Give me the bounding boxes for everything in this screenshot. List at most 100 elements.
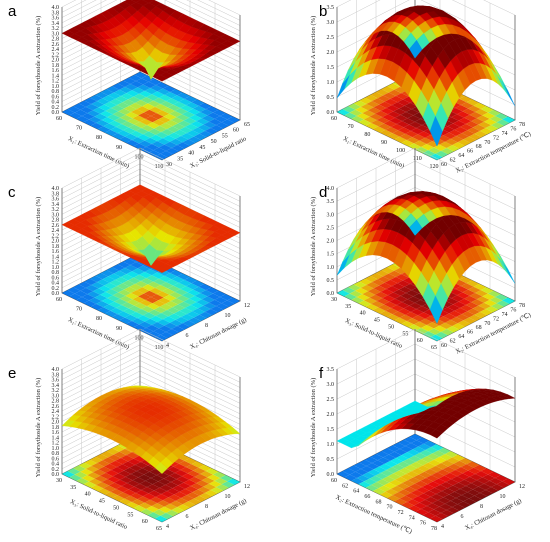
x-tick-label: 70 bbox=[76, 307, 82, 313]
z-tick-label: 3.2 bbox=[52, 26, 60, 32]
x-tick-label: 110 bbox=[155, 164, 164, 170]
y-tick-label: 12 bbox=[519, 484, 525, 490]
y-tick-label: 4 bbox=[441, 524, 444, 530]
z-tick-label: 2.0 bbox=[327, 50, 335, 56]
z-tick-label: 3.0 bbox=[52, 212, 60, 218]
z-tick-label: 2.2 bbox=[52, 233, 60, 239]
x-tick-label: 100 bbox=[396, 148, 405, 154]
x-tick-label: 80 bbox=[96, 316, 102, 322]
y-tick-label: 12 bbox=[244, 303, 250, 309]
z-tick-label: 3.2 bbox=[52, 388, 60, 394]
z-tick-label: 3.0 bbox=[52, 31, 60, 37]
y-tick-label: 76 bbox=[510, 126, 516, 132]
z-tick-label: 1.4 bbox=[52, 254, 60, 260]
z-tick-label: 3.0 bbox=[327, 212, 335, 218]
y-tick-label: 12 bbox=[244, 484, 250, 490]
z-tick-label: 0.0 bbox=[327, 110, 335, 116]
y-tick-label: 6 bbox=[186, 333, 189, 339]
response-surface bbox=[61, 385, 241, 474]
z-tick-label: 0.8 bbox=[52, 270, 60, 276]
z-tick-label: 1.2 bbox=[52, 441, 60, 447]
y-tick-label: 8 bbox=[205, 323, 208, 329]
x-tick-label: 80 bbox=[364, 132, 370, 138]
y-tick-label: 70 bbox=[484, 321, 490, 327]
y-tick-label: 8 bbox=[205, 504, 208, 510]
z-tick-label: 3.0 bbox=[327, 20, 335, 26]
z-tick-label: 0.5 bbox=[327, 95, 335, 101]
x-tick-label: 60 bbox=[56, 297, 62, 303]
x-tick-label: 30 bbox=[56, 478, 62, 484]
z-tick-label: 1.5 bbox=[327, 252, 335, 258]
z-tick-label: 1.0 bbox=[52, 446, 60, 452]
z-tick-label: 4.0 bbox=[52, 5, 60, 11]
y-tick-label: 72 bbox=[493, 316, 499, 322]
x-tick-label: 72 bbox=[398, 510, 404, 516]
x-tick-label: 40 bbox=[360, 311, 366, 317]
tick-labels: 0.00.20.40.60.81.01.21.41.61.82.02.22.42… bbox=[52, 186, 251, 351]
y-tick-label: 68 bbox=[476, 325, 482, 331]
z-tick-label: 3.4 bbox=[52, 21, 60, 27]
z-tick-label: 0.6 bbox=[52, 456, 60, 462]
z-tick-label: 1.5 bbox=[327, 427, 335, 433]
z-axis-label: Yield of forsythoside A extraction (%) bbox=[310, 197, 317, 296]
y-tick-label: 62 bbox=[450, 339, 456, 345]
y-tick-label: 10 bbox=[225, 494, 231, 500]
z-tick-label: 0.4 bbox=[52, 281, 60, 287]
floor-contour bbox=[62, 72, 240, 160]
z-tick-label: 0.0 bbox=[52, 110, 60, 116]
y-tick-label: 60 bbox=[441, 162, 447, 168]
y-tick-label: 40 bbox=[188, 151, 194, 157]
y-tick-label: 62 bbox=[450, 158, 456, 164]
x-tick-label: 100 bbox=[135, 154, 144, 160]
x-tick-label: 70 bbox=[76, 126, 82, 132]
z-tick-label: 0.8 bbox=[52, 89, 60, 95]
z-axis-label: Yield of forsythoside A extraction (%) bbox=[35, 197, 42, 296]
z-tick-label: 0.0 bbox=[327, 291, 335, 297]
z-tick-label: 1.0 bbox=[52, 265, 60, 271]
x-tick-label: 60 bbox=[142, 519, 148, 525]
x-tick-label: 60 bbox=[331, 116, 337, 122]
x-tick-label: 90 bbox=[116, 145, 122, 151]
panel-letter: a bbox=[8, 3, 17, 20]
x-tick-label: 60 bbox=[417, 338, 423, 344]
z-tick-label: 2.5 bbox=[327, 35, 335, 41]
y-tick-label: 64 bbox=[458, 153, 464, 159]
panel-letter: b bbox=[319, 3, 327, 20]
z-tick-label: 1.2 bbox=[52, 79, 60, 85]
y-tick-label: 55 bbox=[222, 133, 228, 139]
panel-f: 0.00.51.01.52.02.53.03.56062646668707274… bbox=[310, 328, 525, 535]
z-tick-label: 1.4 bbox=[52, 73, 60, 79]
z-tick-label: 3.5 bbox=[327, 367, 335, 373]
z-tick-label: 3.4 bbox=[52, 202, 60, 208]
z-tick-label: 2.6 bbox=[52, 404, 60, 410]
z-tick-label: 1.2 bbox=[52, 260, 60, 266]
y-tick-label: 10 bbox=[225, 313, 231, 319]
x-tick-label: 70 bbox=[387, 505, 393, 511]
y-tick-label: 65 bbox=[244, 122, 250, 128]
z-tick-label: 2.6 bbox=[52, 223, 60, 229]
y-tick-label: 10 bbox=[500, 494, 506, 500]
panel-letter: d bbox=[319, 184, 327, 201]
z-tick-label: 3.4 bbox=[52, 383, 60, 389]
x-tick-label: 110 bbox=[155, 345, 164, 351]
z-tick-label: 0.0 bbox=[327, 472, 335, 478]
panel-a: 0.00.20.40.60.81.01.21.41.61.82.02.22.42… bbox=[8, 0, 250, 170]
z-tick-label: 2.2 bbox=[52, 52, 60, 58]
x-tick-label: 65 bbox=[431, 345, 437, 351]
x-tick-label: 30 bbox=[331, 297, 337, 303]
panel-d: 0.0 0.5 1.0 1.5 2.0 2.5 3.0 3.5 4.0 30 35 40 45 50 55 6… bbox=[310, 147, 532, 356]
z-tick-label: 0.5 bbox=[327, 278, 335, 284]
panel-c: 0.00.20.40.60.81.01.21.41.61.82.02.22.42… bbox=[8, 147, 251, 351]
y-tick-label: 8 bbox=[480, 504, 483, 510]
response-surface bbox=[61, 184, 241, 273]
z-tick-label: 0.5 bbox=[327, 457, 335, 463]
z-tick-label: 1.6 bbox=[52, 68, 60, 74]
x-tick-label: 55 bbox=[402, 331, 408, 337]
z-tick-label: 2.8 bbox=[52, 399, 60, 405]
z-tick-label: 2.8 bbox=[52, 218, 60, 224]
x-tick-label: 45 bbox=[99, 499, 105, 505]
y-tick-label: 4 bbox=[166, 524, 169, 530]
y-tick-label: 45 bbox=[199, 145, 205, 151]
z-tick-label: 0.4 bbox=[52, 100, 60, 106]
y-tick-label: 72 bbox=[493, 135, 499, 141]
